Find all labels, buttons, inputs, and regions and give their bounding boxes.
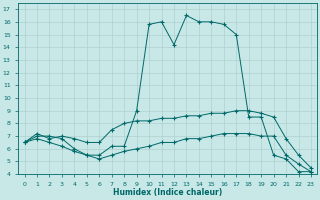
X-axis label: Humidex (Indice chaleur): Humidex (Indice chaleur): [113, 188, 222, 197]
